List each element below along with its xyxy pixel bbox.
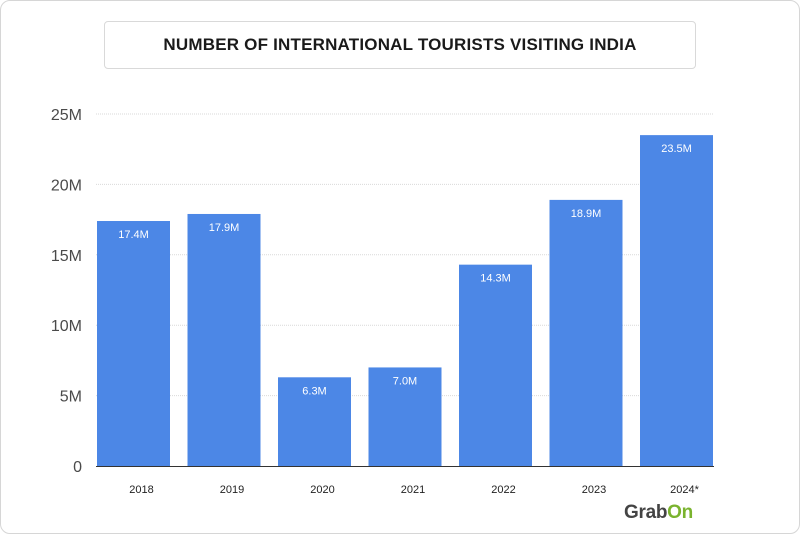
bar	[549, 199, 623, 466]
y-tick-label: 10M	[51, 318, 82, 335]
data-label: 18.9M	[571, 208, 602, 220]
bar	[278, 377, 351, 466]
data-label: 17.4M	[118, 229, 149, 241]
bar	[187, 213, 261, 466]
chart-title-box: NUMBER OF INTERNATIONAL TOURISTS VISITIN…	[104, 21, 696, 69]
bar	[640, 135, 713, 466]
x-tick-label: 2020	[310, 484, 334, 496]
x-tick-label: 2021	[401, 484, 425, 496]
bar	[459, 264, 532, 466]
data-label: 17.9M	[209, 222, 240, 234]
x-tick-label: 2024*	[670, 484, 699, 496]
data-label: 7.0M	[393, 375, 417, 387]
x-tick-label: 2018	[129, 484, 153, 496]
logo-suffix: On	[667, 502, 693, 523]
logo-prefix: Grab	[624, 502, 668, 523]
y-tick-label: 25M	[51, 107, 82, 124]
y-tick-label: 15M	[51, 248, 82, 265]
grabon-logo: GrabOn	[624, 502, 693, 524]
chart-title: NUMBER OF INTERNATIONAL TOURISTS VISITIN…	[163, 35, 637, 54]
y-tick-label: 0	[73, 459, 82, 476]
y-tick-label: 20M	[51, 177, 82, 194]
x-tick-label: 2019	[220, 484, 244, 496]
data-label: 14.3M	[480, 273, 511, 285]
y-tick-label: 5M	[60, 389, 82, 406]
bar	[97, 221, 170, 466]
data-label: 23.5M	[661, 143, 692, 155]
x-tick-label: 2023	[582, 484, 606, 496]
x-tick-label: 2022	[491, 484, 515, 496]
bar	[368, 367, 442, 466]
data-label: 6.3M	[302, 385, 326, 397]
